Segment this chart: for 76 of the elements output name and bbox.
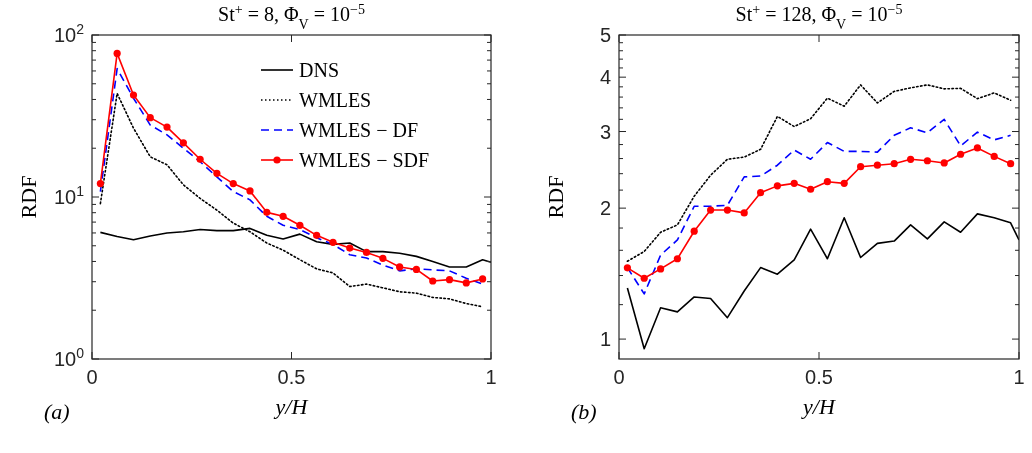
chart-title: St$^{+}$ = 8, Φ$_{V}$ = 10$^{−5}$	[218, 1, 365, 32]
legend-label: DNS	[299, 59, 340, 81]
y-tick-label: 2	[599, 197, 611, 220]
point	[96, 179, 104, 188]
x-axis-title: y/H	[273, 394, 309, 419]
y-tick-label: 10$^{0}$	[53, 345, 85, 370]
point	[379, 254, 387, 262]
y-tick-label: 4	[599, 66, 611, 89]
point	[296, 221, 304, 229]
point	[113, 49, 121, 57]
point	[146, 114, 154, 122]
point	[640, 274, 648, 282]
x-tick-label: 0	[86, 366, 98, 388]
point	[790, 179, 798, 187]
line-series	[626, 84, 1012, 263]
point	[773, 182, 781, 190]
point	[857, 163, 865, 171]
y-axis-title: RDF	[543, 175, 568, 219]
point	[723, 206, 731, 214]
legend-label: WMLES − DF	[299, 119, 419, 141]
x-tick-label: 0.5	[805, 366, 833, 388]
point	[346, 244, 354, 252]
point	[907, 155, 915, 163]
point	[757, 189, 765, 197]
point	[412, 265, 420, 274]
point	[840, 179, 848, 187]
point	[807, 185, 815, 193]
y-axis-title: RDF	[16, 175, 41, 219]
y-tick-label: 1	[599, 328, 611, 351]
y-tick-label: 10$^{1}$	[53, 183, 85, 208]
point	[263, 208, 271, 216]
point	[707, 206, 715, 214]
point	[957, 150, 965, 158]
point	[923, 157, 931, 165]
chart-title: St$^{+}$ = 128, Φ$_{V}$ = 10$^{−5}$	[735, 1, 903, 32]
y-tick-label: 3	[599, 120, 611, 143]
x-axis-title: y/H	[801, 394, 836, 419]
point	[673, 255, 681, 263]
point	[623, 264, 631, 272]
text: (a)	[44, 399, 70, 424]
point	[973, 144, 981, 152]
point	[462, 279, 470, 287]
point	[990, 152, 998, 160]
point	[179, 139, 187, 147]
point	[740, 209, 748, 217]
point	[163, 123, 171, 131]
point	[890, 160, 898, 168]
point	[329, 238, 337, 246]
point	[690, 227, 698, 235]
point	[396, 263, 404, 271]
point	[229, 179, 237, 188]
point	[313, 231, 321, 239]
point	[429, 277, 437, 285]
line-series	[626, 213, 1019, 350]
x-tick-label: 0	[613, 366, 625, 388]
point	[873, 161, 881, 169]
point	[1007, 160, 1015, 168]
point	[940, 159, 948, 167]
point	[213, 169, 221, 177]
point	[445, 276, 454, 284]
y-tick-label: 5	[599, 24, 611, 46]
point	[129, 91, 138, 99]
y-tick-label: 10$^{2}$	[53, 21, 85, 46]
point	[362, 248, 371, 256]
legend-label: WMLES − SDF	[299, 149, 430, 171]
point	[246, 187, 254, 195]
point	[196, 155, 204, 163]
point	[279, 212, 287, 220]
legend-label: WMLES	[299, 89, 372, 111]
x-tick-label: 0.5	[277, 366, 306, 388]
point	[823, 178, 831, 186]
text: (b)	[571, 399, 597, 424]
x-tick-label: 1	[485, 366, 497, 388]
x-tick-label: 1	[1013, 366, 1025, 388]
point	[657, 265, 665, 273]
point	[479, 275, 487, 283]
